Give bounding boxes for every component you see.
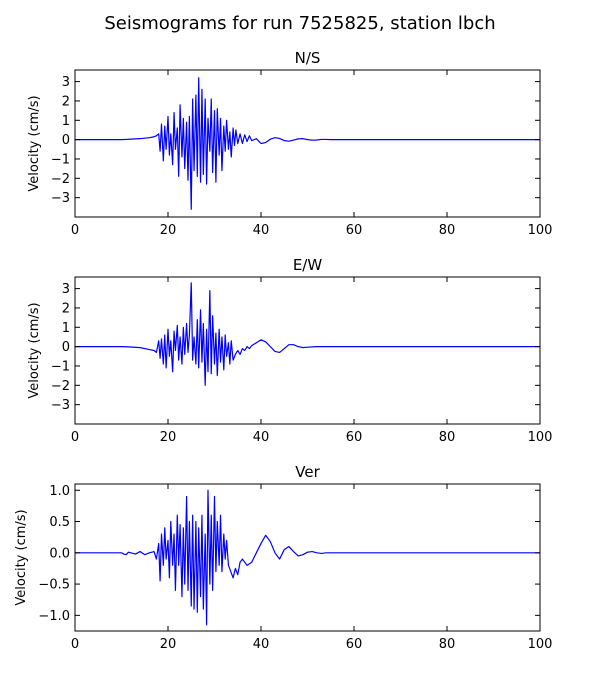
x-tick-label: 60 [346, 223, 363, 238]
panel-3: Ver 0 20 40 60 80 100 −1.0 −0.5 0.0 0.5 1.0 Velocity… [14, 463, 552, 652]
panel-title: E/W [293, 256, 323, 274]
y-tick-label: 2 [62, 301, 70, 316]
panel-title: Ver [295, 463, 320, 481]
y-tick-label: 1 [62, 114, 70, 129]
x-tick-label: 60 [346, 637, 363, 652]
x-tick-label: 20 [160, 430, 177, 445]
y-tick-label: 0 [62, 133, 70, 148]
panel-1: N/S 0 20 40 60 80 100 −3 −2 −1 0 1 2 3 Velocity (cm/s) [27, 49, 552, 238]
velocity-trace [75, 77, 540, 210]
y-tick-label: 2 [62, 94, 70, 109]
x-tick-label: 100 [528, 430, 553, 445]
x-tick-label: 80 [439, 223, 456, 238]
x-tick-label: 20 [160, 223, 177, 238]
x-tick-label: 40 [253, 223, 270, 238]
y-tick-label: 1 [62, 321, 70, 336]
x-tick-label: 80 [439, 430, 456, 445]
x-tick-label: 100 [528, 637, 553, 652]
x-tick-label: 40 [253, 637, 270, 652]
x-tick-label: 0 [71, 430, 79, 445]
y-tick-label: −3 [51, 191, 70, 206]
y-axis-label: Velocity (cm/s) [27, 95, 42, 191]
y-tick-label: 0 [62, 340, 70, 355]
x-tick-label: 40 [253, 430, 270, 445]
axes-frame [74, 276, 541, 425]
x-tick-label: 0 [71, 223, 79, 238]
y-tick-label: −2 [51, 379, 70, 394]
figure-title: Seismograms for run 7525825, station lbc… [104, 13, 495, 34]
y-tick-label: −3 [51, 398, 70, 413]
y-axis-label: Velocity (cm/s) [27, 302, 42, 398]
y-tick-label: 3 [62, 282, 70, 297]
y-tick-label: −1 [51, 152, 70, 167]
y-tick-label: −1 [51, 359, 70, 374]
axes-frame [74, 69, 541, 218]
y-tick-label: 1.0 [49, 484, 70, 499]
y-tick-label: −2 [51, 172, 70, 187]
y-tick-label: 0.0 [49, 546, 70, 561]
x-tick-label: 100 [528, 223, 553, 238]
velocity-trace [75, 489, 540, 626]
y-tick-label: 3 [62, 75, 70, 90]
y-axis-label: Velocity (cm/s) [14, 509, 29, 605]
y-tick-label: −1.0 [38, 609, 70, 624]
x-tick-label: 60 [346, 430, 363, 445]
panel-2: E/W 0 20 40 60 80 100 −3 −2 −1 0 1 2 3 Velocity (cm/s) [27, 256, 552, 445]
x-tick-label: 80 [439, 637, 456, 652]
panel-title: N/S [295, 49, 321, 67]
velocity-trace [75, 282, 540, 386]
x-tick-label: 20 [160, 637, 177, 652]
y-tick-label: −0.5 [38, 578, 70, 593]
axes-frame [74, 483, 541, 632]
y-tick-label: 0.5 [49, 515, 70, 530]
x-tick-label: 0 [71, 637, 79, 652]
